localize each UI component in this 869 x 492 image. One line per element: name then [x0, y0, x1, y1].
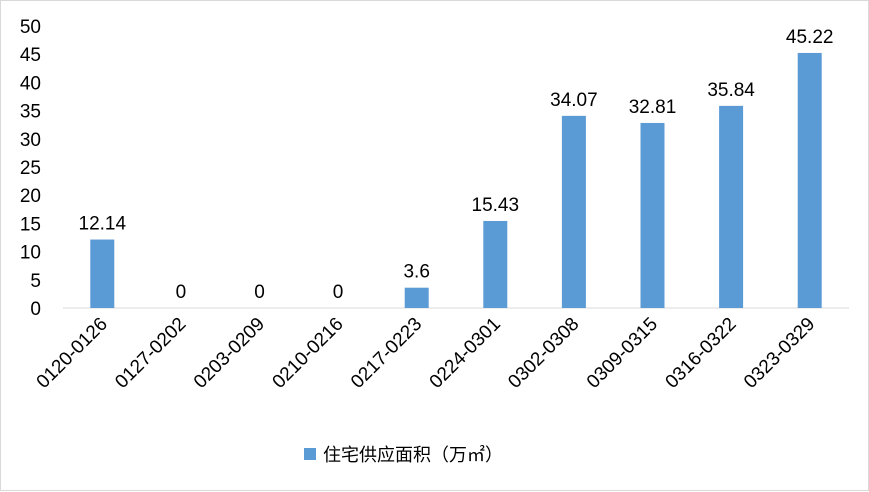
bar [561, 115, 586, 308]
data-labels: 12.14 0 0 0 3.6 15.43 34.07 32.81 35.84 45.22 [79, 27, 834, 303]
x-tick-label: 0309-0315 [583, 314, 662, 393]
x-axis-ticks: 0120-0126 0127-0202 0203-0209 0210-0216 0217… [33, 314, 820, 393]
bar [719, 105, 744, 308]
data-label: 15.43 [472, 195, 520, 216]
data-label: 45.22 [786, 27, 834, 48]
y-tick-label: 5 [30, 271, 41, 292]
data-label: 3.6 [403, 262, 429, 283]
y-tick-label: 20 [20, 186, 41, 207]
y-tick-label: 35 [20, 102, 41, 123]
y-tick-label: 50 [20, 17, 41, 38]
data-label: 0 [176, 282, 187, 303]
x-tick-label: 0323-0329 [740, 314, 819, 393]
y-axis-ticks: 0 5 10 15 20 25 30 35 40 45 50 [20, 17, 41, 320]
data-label: 32.81 [629, 97, 677, 118]
bar [483, 220, 508, 308]
x-tick-label: 0217-0223 [347, 314, 426, 393]
bar [90, 239, 115, 308]
data-label: 12.14 [79, 214, 127, 235]
x-tick-label: 0316-0322 [662, 314, 741, 393]
bar [797, 52, 822, 309]
x-tick-label: 0224-0301 [426, 314, 505, 393]
data-label: 0 [254, 282, 265, 303]
x-tick-label: 0120-0126 [33, 314, 112, 393]
data-label: 35.84 [707, 80, 755, 101]
y-tick-label: 40 [20, 73, 41, 94]
x-tick-label: 0203-0209 [190, 314, 269, 393]
y-tick-label: 45 [20, 45, 41, 66]
legend-label: 住宅供应面积（万㎡） [323, 444, 503, 466]
bar [404, 287, 429, 308]
y-tick-label: 10 [20, 243, 41, 264]
legend: 住宅供应面积（万㎡） [304, 444, 503, 466]
y-tick-label: 15 [20, 214, 41, 235]
x-tick-label: 0127-0202 [111, 314, 190, 393]
data-label: 0 [333, 282, 344, 303]
x-tick-label: 0210-0216 [269, 314, 348, 393]
bars [90, 52, 822, 309]
y-tick-label: 30 [20, 130, 41, 151]
y-tick-label: 25 [20, 158, 41, 179]
x-tick-label: 0302-0308 [504, 314, 583, 393]
legend-swatch [304, 448, 316, 460]
y-tick-label: 0 [30, 299, 41, 320]
bar [640, 122, 665, 308]
data-label: 34.07 [550, 90, 598, 111]
